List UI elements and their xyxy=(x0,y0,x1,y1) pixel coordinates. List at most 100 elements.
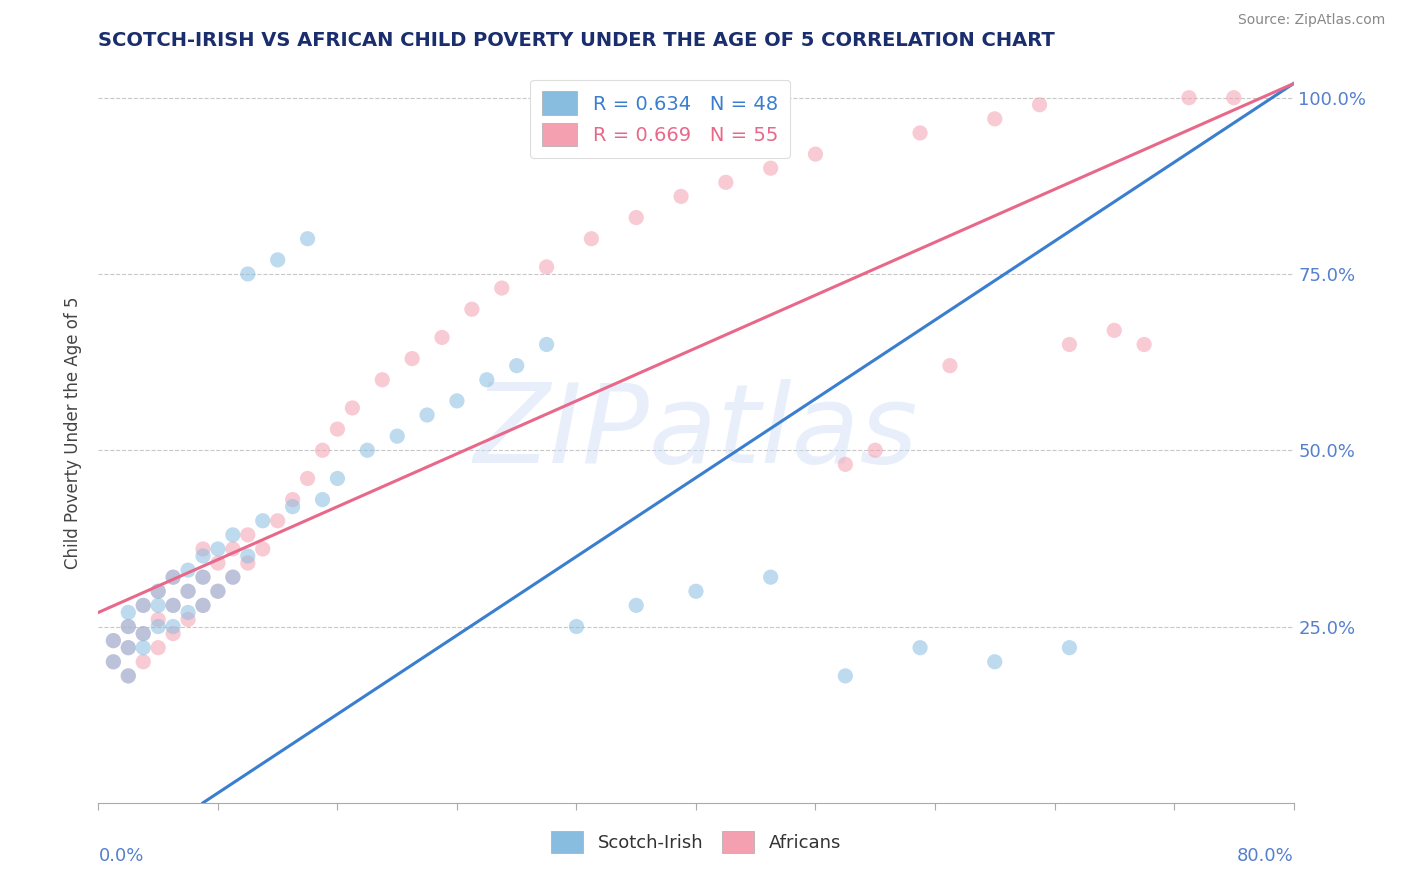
Point xyxy=(236,549,259,563)
Point xyxy=(177,606,200,620)
Point xyxy=(207,541,229,556)
Point xyxy=(685,584,707,599)
Point xyxy=(132,655,155,669)
Point xyxy=(834,669,856,683)
Point xyxy=(117,640,139,655)
Point xyxy=(162,570,184,584)
Point xyxy=(222,541,245,556)
Point xyxy=(491,281,513,295)
Point xyxy=(177,584,200,599)
Point xyxy=(581,232,603,246)
Point xyxy=(281,500,304,514)
Point xyxy=(177,612,200,626)
Point xyxy=(311,492,333,507)
Point xyxy=(536,260,558,274)
Point xyxy=(117,669,139,683)
Point xyxy=(385,429,409,443)
Point xyxy=(236,528,259,542)
Point xyxy=(252,541,274,556)
Point xyxy=(117,669,139,683)
Point xyxy=(626,211,648,225)
Point xyxy=(103,655,125,669)
Point xyxy=(984,112,1007,126)
Point xyxy=(132,599,155,613)
Point xyxy=(117,619,139,633)
Point xyxy=(148,612,170,626)
Text: Source: ZipAtlas.com: Source: ZipAtlas.com xyxy=(1237,13,1385,28)
Point xyxy=(281,492,304,507)
Point xyxy=(177,584,200,599)
Point xyxy=(132,640,155,655)
Point xyxy=(132,626,155,640)
Y-axis label: Child Poverty Under the Age of 5: Child Poverty Under the Age of 5 xyxy=(65,296,83,569)
Point xyxy=(759,570,782,584)
Text: 80.0%: 80.0% xyxy=(1237,847,1294,865)
Point xyxy=(804,147,827,161)
Point xyxy=(356,443,378,458)
Point xyxy=(162,619,184,633)
Point xyxy=(1028,97,1050,112)
Point xyxy=(222,570,245,584)
Point xyxy=(908,640,931,655)
Point xyxy=(207,556,229,570)
Point xyxy=(267,252,290,267)
Point xyxy=(222,528,245,542)
Point xyxy=(267,514,290,528)
Point xyxy=(834,458,856,472)
Point xyxy=(565,619,588,633)
Point xyxy=(401,351,423,366)
Text: ZIPatlas: ZIPatlas xyxy=(474,379,918,486)
Point xyxy=(1133,337,1156,351)
Point xyxy=(222,570,245,584)
Point xyxy=(191,570,214,584)
Point xyxy=(326,471,349,485)
Point xyxy=(1104,323,1126,337)
Point xyxy=(908,126,931,140)
Point xyxy=(191,599,214,613)
Point xyxy=(759,161,782,176)
Point xyxy=(297,471,319,485)
Point xyxy=(207,584,229,599)
Point xyxy=(984,655,1007,669)
Point xyxy=(191,599,214,613)
Point xyxy=(103,633,125,648)
Point xyxy=(117,606,139,620)
Point xyxy=(191,549,214,563)
Point xyxy=(132,626,155,640)
Point xyxy=(103,633,125,648)
Text: 0.0%: 0.0% xyxy=(98,847,143,865)
Point xyxy=(626,599,648,613)
Point xyxy=(475,373,498,387)
Point xyxy=(461,302,484,317)
Point xyxy=(1059,640,1081,655)
Point xyxy=(162,626,184,640)
Point xyxy=(297,232,319,246)
Point xyxy=(148,640,170,655)
Point xyxy=(148,599,170,613)
Point xyxy=(939,359,962,373)
Point xyxy=(252,514,274,528)
Point xyxy=(148,584,170,599)
Point xyxy=(446,393,468,408)
Point xyxy=(371,373,394,387)
Point xyxy=(430,330,453,344)
Point xyxy=(416,408,439,422)
Point xyxy=(1223,91,1246,105)
Point xyxy=(536,337,558,351)
Point xyxy=(1059,337,1081,351)
Text: SCOTCH-IRISH VS AFRICAN CHILD POVERTY UNDER THE AGE OF 5 CORRELATION CHART: SCOTCH-IRISH VS AFRICAN CHILD POVERTY UN… xyxy=(98,31,1054,50)
Point xyxy=(148,619,170,633)
Point xyxy=(506,359,529,373)
Point xyxy=(132,599,155,613)
Point xyxy=(236,556,259,570)
Point xyxy=(117,619,139,633)
Point xyxy=(1178,91,1201,105)
Point xyxy=(177,563,200,577)
Point xyxy=(117,640,139,655)
Point xyxy=(865,443,887,458)
Point xyxy=(326,422,349,436)
Point xyxy=(162,570,184,584)
Point xyxy=(207,584,229,599)
Point xyxy=(236,267,259,281)
Point xyxy=(162,599,184,613)
